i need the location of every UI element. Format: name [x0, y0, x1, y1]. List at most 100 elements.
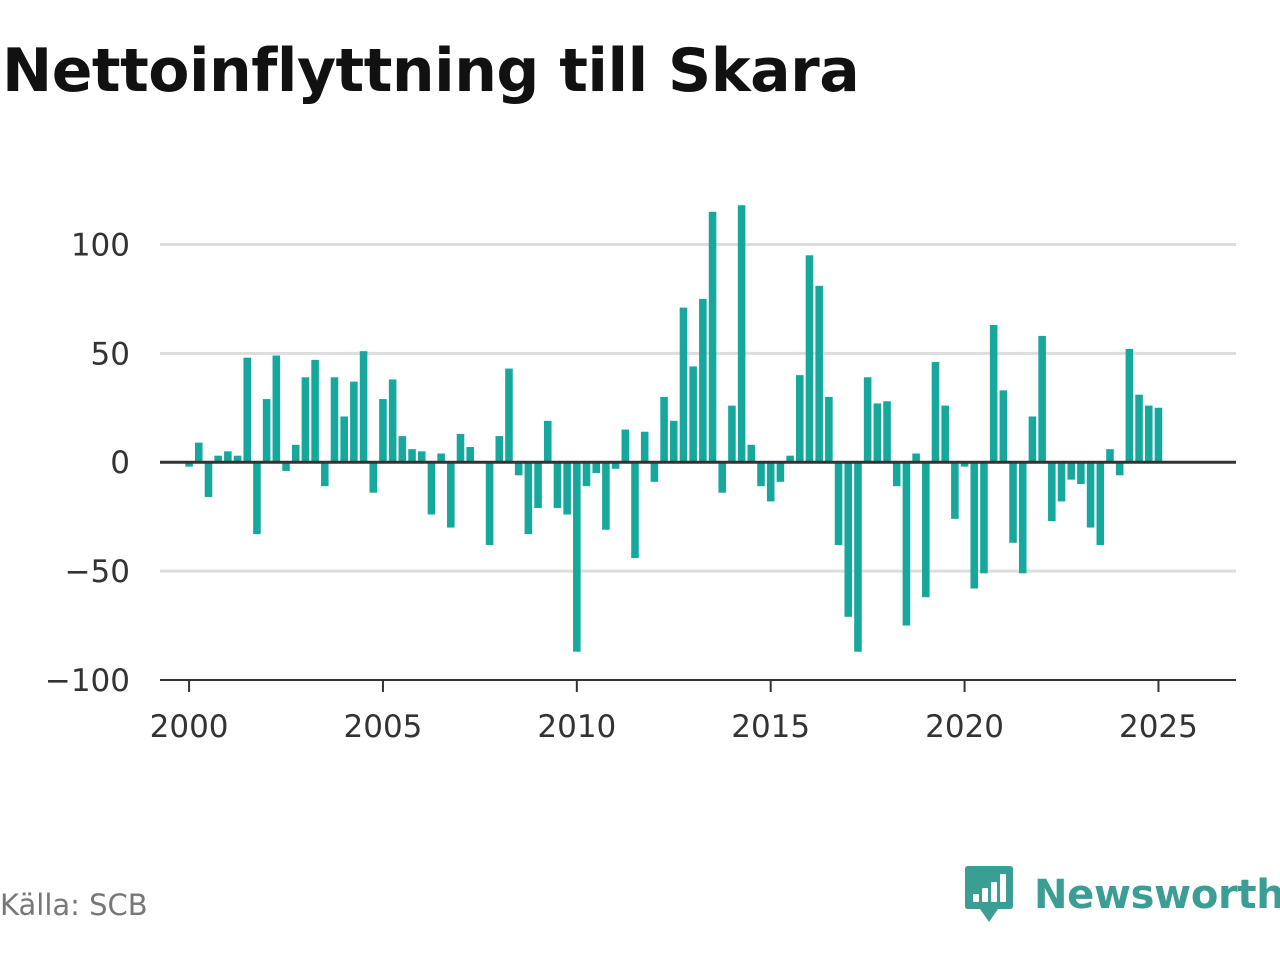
bar: [262, 399, 271, 463]
bar: [766, 462, 775, 502]
bar: [456, 433, 465, 463]
bar: [311, 359, 319, 463]
bar: [757, 462, 765, 487]
x-tick-label: 2020: [925, 709, 1004, 745]
y-tick-label: 50: [91, 336, 130, 372]
bar: [873, 403, 882, 463]
bar: [485, 462, 494, 545]
y-tick-label: 100: [71, 227, 130, 263]
bar: [1115, 462, 1124, 476]
bar: [854, 462, 862, 652]
bar: [340, 416, 348, 463]
bar: [553, 462, 562, 508]
x-tick-label: 2015: [731, 709, 810, 745]
bar: [524, 462, 533, 535]
bar: [388, 379, 397, 463]
bar: [505, 368, 513, 463]
bar: [330, 377, 339, 463]
bar: [951, 462, 959, 519]
bar: [1057, 462, 1066, 502]
bar: [1018, 462, 1027, 574]
bar: [398, 436, 407, 463]
bar: [931, 362, 940, 463]
bar: [466, 446, 474, 463]
bar: [1077, 462, 1085, 484]
bar: [689, 366, 697, 463]
bar: [980, 462, 988, 574]
bar: [214, 455, 222, 463]
bar: [825, 396, 833, 463]
bar: [427, 462, 436, 515]
bar: [243, 357, 252, 463]
bar: [815, 285, 823, 463]
bar: [611, 462, 620, 469]
y-tick-label: −100: [45, 663, 130, 699]
bar: [834, 462, 843, 545]
bar: [495, 436, 504, 463]
bar: [417, 451, 426, 463]
bar: [282, 462, 290, 471]
bar: [301, 377, 310, 463]
bar: [922, 462, 930, 598]
bar: [805, 255, 814, 463]
bar: [1086, 462, 1095, 528]
bar: [272, 355, 281, 463]
bar: [679, 307, 688, 463]
axes: [160, 460, 1236, 692]
bar: [999, 390, 1008, 463]
bar: [699, 298, 707, 463]
bar: [543, 420, 552, 463]
bar: [1096, 462, 1105, 545]
bar: [408, 449, 416, 463]
bar: [737, 205, 746, 463]
bar: [669, 420, 678, 463]
bar: [291, 444, 300, 463]
y-tick-label: 0: [110, 445, 130, 481]
bar: [592, 462, 600, 474]
bar: [883, 401, 891, 463]
bar: [640, 431, 649, 463]
bar: [1125, 348, 1134, 463]
bar: [534, 462, 542, 508]
bar: [1028, 416, 1037, 463]
brand-name: Newsworthy: [1034, 872, 1280, 918]
bar: [960, 462, 969, 467]
bar: [321, 462, 329, 487]
brand-logo[interactable]: Newsworthy: [964, 864, 1280, 926]
bar: [204, 462, 213, 498]
bar: [437, 453, 445, 463]
bar: [776, 462, 785, 482]
x-tick-label: 2025: [1119, 709, 1198, 745]
bars: [185, 205, 1163, 652]
bar: [863, 377, 872, 463]
x-tick-label: 2000: [150, 709, 229, 745]
bar: [379, 399, 387, 463]
bar: [563, 462, 571, 515]
bar: [796, 375, 804, 463]
bar: [728, 405, 736, 463]
bar: [573, 462, 581, 652]
bar: [708, 211, 717, 463]
bar: [1106, 449, 1114, 463]
bar: [747, 444, 756, 463]
bar: [844, 462, 853, 617]
chart-title: Nettoinflyttning till Skara: [2, 36, 860, 106]
bar: [447, 462, 455, 528]
bar: [650, 462, 659, 482]
bar: [902, 462, 911, 626]
bar: [602, 462, 610, 530]
bar: [582, 462, 591, 487]
bar: [989, 325, 998, 463]
bar: [1144, 405, 1153, 463]
bar: [514, 462, 523, 476]
bar: [359, 351, 368, 463]
grid-lines: [160, 242, 1236, 573]
bar: [631, 462, 639, 559]
newsworthy-logo-icon: [965, 866, 1013, 922]
x-tick-label: 2010: [537, 709, 616, 745]
bar: [350, 381, 358, 463]
bar: [369, 462, 378, 493]
bar: [912, 453, 920, 463]
bar: [1135, 394, 1143, 463]
